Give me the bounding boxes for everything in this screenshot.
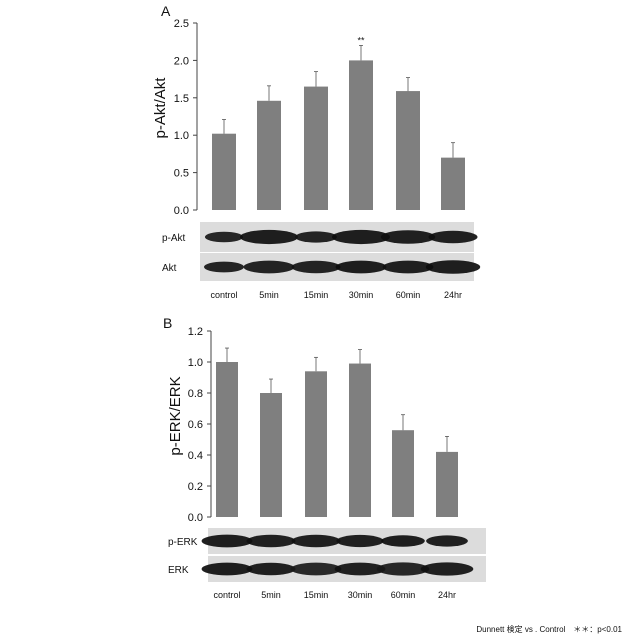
blot-band [202, 535, 253, 548]
y-tick-label: 0.2 [188, 481, 203, 493]
blot-band [292, 535, 341, 548]
blot-band [240, 230, 298, 244]
panel-label: B [163, 315, 172, 331]
y-tick-label: 0.4 [188, 450, 203, 462]
blot-band [292, 261, 341, 274]
blot-band [381, 535, 425, 546]
bar [216, 362, 238, 517]
blot-band [429, 231, 478, 244]
blot-label: Akt [162, 263, 177, 274]
blot-band [336, 261, 387, 274]
bar [349, 60, 373, 210]
blot-band [291, 563, 342, 576]
significance-marker: ** [357, 35, 365, 45]
category-label: 5min [261, 590, 281, 600]
category-label: 15min [304, 590, 329, 600]
blot-band [247, 563, 296, 576]
category-label: 30min [348, 590, 373, 600]
panel-a: A 0.0 0.5 1.0 1.5 2.0 2.5 p-Akt/Akt control 5min 1… [152, 3, 480, 300]
y-tick-label: 0.8 [188, 388, 203, 400]
category-label: 30min [349, 290, 374, 300]
bar [392, 430, 414, 517]
blot-band [205, 232, 243, 242]
blot-band [336, 535, 383, 547]
footnote: Dunnett 検定 vs . Control ＊＊：p<0.01 [476, 624, 622, 634]
blot-band [426, 260, 480, 274]
y-tick-label: 1.0 [174, 130, 189, 142]
category-label: 24hr [438, 590, 456, 600]
y-tick-label: 1.0 [188, 357, 203, 369]
category-label: control [210, 290, 237, 300]
bar [212, 134, 236, 210]
y-axis-label: p-Akt/Akt [152, 77, 169, 139]
y-tick-label: 1.2 [188, 326, 203, 338]
y-tick-label: 0.5 [174, 168, 189, 180]
category-label: 5min [259, 290, 279, 300]
y-tick-label: 1.5 [174, 93, 189, 105]
blot-band [247, 535, 296, 548]
bar [260, 393, 282, 517]
blot-band [381, 230, 435, 244]
bar [257, 101, 281, 210]
panel-b: B 0.0 0.2 0.4 0.6 0.8 1.0 1.2 p-ERK/ERK control 5m… [163, 315, 486, 600]
blot-band [426, 535, 468, 546]
bar [441, 158, 465, 210]
blot-band [202, 563, 253, 576]
bar [349, 364, 371, 517]
blot-band [383, 261, 434, 274]
category-label: 60min [391, 590, 416, 600]
blot-band [244, 261, 295, 274]
category-label: 60min [396, 290, 421, 300]
blot-band [421, 562, 474, 575]
blot-band [295, 231, 337, 242]
y-tick-label: 2.5 [174, 18, 189, 30]
y-tick-label: 0.0 [174, 205, 189, 217]
blot-label: p-ERK [168, 537, 198, 548]
blot-band [204, 262, 244, 273]
bar [305, 371, 327, 517]
y-axis-label: p-ERK/ERK [167, 376, 184, 455]
bar [436, 452, 458, 517]
blot-label: ERK [168, 565, 189, 576]
category-label: 24hr [444, 290, 462, 300]
category-label: 15min [304, 290, 329, 300]
blot-label: p-Akt [162, 233, 186, 244]
y-tick-label: 0.6 [188, 419, 203, 431]
panel-label: A [161, 3, 171, 19]
bar [304, 87, 328, 210]
bar [396, 91, 420, 210]
category-label: control [213, 590, 240, 600]
y-tick-label: 2.0 [174, 55, 189, 67]
y-tick-label: 0.0 [188, 512, 203, 524]
